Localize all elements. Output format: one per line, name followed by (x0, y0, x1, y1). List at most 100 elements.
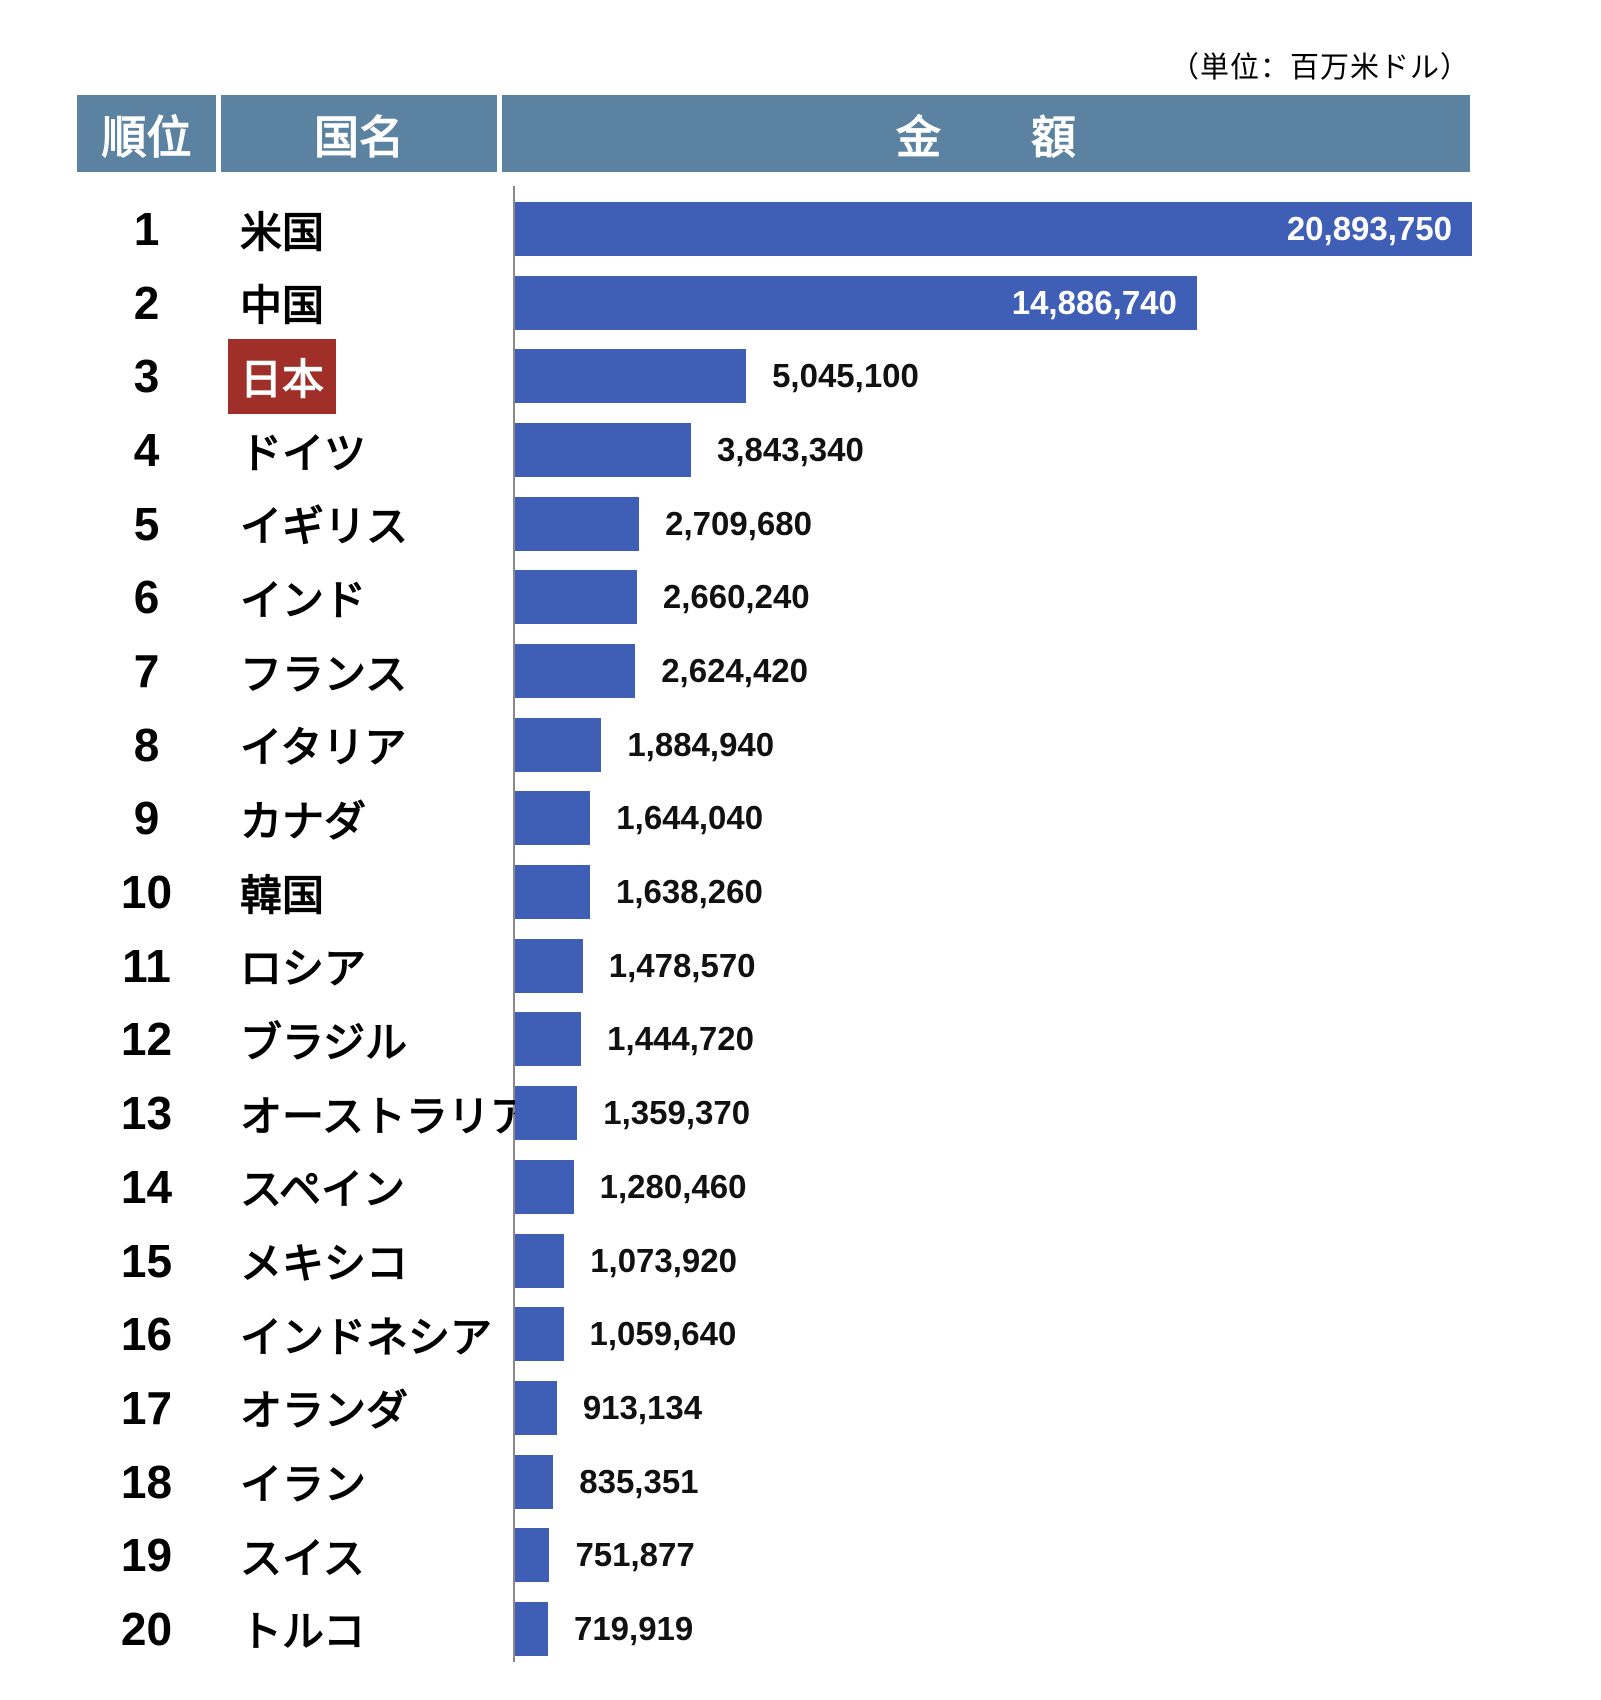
bar-value-label-outside: 719,919 (573, 1609, 694, 1647)
rank-cell: 14 (120, 1160, 173, 1213)
rank-cell: 17 (120, 1381, 173, 1434)
bar-value-label-outside: 1,644,040 (616, 799, 764, 837)
value-bar (515, 570, 637, 625)
bar-value-label-outside: 1,280,460 (599, 1167, 747, 1205)
country-name: カナダ (240, 797, 367, 845)
country-name: インド (240, 576, 367, 624)
table-row: 6 インド 2,660,240 (0, 560, 1601, 634)
table-row: 9 カナダ 1,644,040 (0, 781, 1601, 855)
country-cell: オランダ (228, 1371, 518, 1445)
table-row: 10 韓国 1,638,260 (0, 855, 1601, 929)
rank-cell: 2 (133, 276, 160, 329)
table-row: 17 オランダ 913,134 (0, 1371, 1601, 1445)
header-rank: 順位 (77, 95, 216, 172)
header-amount: 金 額 (502, 95, 1470, 172)
table-row: 2 中国 14,886,740 (0, 266, 1601, 340)
country-cell: フランス (228, 634, 518, 708)
rank-cell: 12 (120, 1013, 173, 1066)
country-name: 米国 (240, 208, 325, 256)
value-bar (515, 1233, 565, 1288)
bar-value-label-outside: 5,045,100 (772, 357, 919, 395)
bar-value-label-outside: 835,351 (579, 1462, 699, 1500)
country-cell: イタリア (228, 708, 518, 782)
bar-value-label-outside: 1,478,570 (608, 946, 756, 984)
country-cell: 中国 (228, 266, 518, 340)
header-country: 国名 (221, 95, 497, 172)
country-name: スペイン (240, 1166, 406, 1214)
rank-cell: 18 (120, 1455, 173, 1508)
country-cell: オーストラリア (228, 1076, 532, 1150)
value-bar (515, 1528, 550, 1583)
value-bar (515, 644, 636, 699)
rank-cell: 15 (120, 1234, 173, 1287)
country-name: 日本 (228, 338, 337, 414)
rank-cell: 16 (120, 1308, 173, 1361)
bar-value-label-outside: 1,638,260 (616, 873, 763, 911)
value-bar (515, 1012, 582, 1067)
rank-cell: 1 (133, 203, 160, 255)
axis-baseline (513, 186, 515, 1662)
country-cell: スイス (228, 1518, 518, 1592)
table-row: 4 ドイツ 3,843,340 (0, 413, 1601, 487)
table-row: 15 メキシコ 1,073,920 (0, 1224, 1601, 1298)
country-cell: インド (228, 560, 518, 634)
country-name: トルコ (240, 1608, 366, 1656)
value-bar (515, 423, 691, 478)
bar-value-label-outside: 1,059,640 (589, 1315, 737, 1353)
rank-cell: 10 (120, 866, 173, 919)
table-row: 16 インドネシア 1,059,640 (0, 1297, 1601, 1371)
rank-cell: 3 (133, 350, 160, 403)
value-bar (515, 717, 602, 772)
table-row: 5 イギリス 2,709,680 (0, 487, 1601, 561)
bar-value-label-outside: 2,709,680 (665, 504, 812, 542)
table-header: 順位 国名 金 額 (77, 95, 1470, 172)
bar-value-label-outside: 1,073,920 (590, 1241, 737, 1279)
country-cell: ロシア (228, 929, 518, 1003)
country-cell: イギリス (228, 487, 518, 561)
rank-cell: 11 (122, 939, 171, 992)
bar-value-label-outside: 3,843,340 (717, 431, 864, 469)
country-name: イギリス (240, 503, 409, 551)
bar-value-label-outside: 1,444,720 (607, 1020, 754, 1058)
country-cell: ブラジル (228, 1002, 518, 1076)
value-bar (515, 1380, 557, 1435)
bar-value-label-outside: 913,134 (582, 1388, 703, 1426)
country-name: ロシア (240, 945, 367, 993)
rank-cell: 8 (133, 718, 160, 771)
country-cell: スペイン (228, 1150, 518, 1224)
country-cell: ドイツ (228, 413, 518, 487)
table-row: 12 ブラジル 1,444,720 (0, 1002, 1601, 1076)
value-bar: 14,886,740 (515, 275, 1197, 330)
country-name: オーストラリア (240, 1092, 532, 1140)
table-row: 8 イタリア 1,884,940 (0, 708, 1601, 782)
country-name: 韓国 (240, 871, 325, 919)
country-name: オランダ (240, 1387, 409, 1435)
value-bar (515, 1086, 578, 1141)
table-row: 18 イラン 835,351 (0, 1445, 1601, 1519)
country-cell: イラン (228, 1445, 518, 1519)
bar-value-label-outside: 1,359,370 (603, 1094, 751, 1132)
unit-note: （単位：百万米ドル） (1169, 52, 1470, 84)
rank-cell: 6 (133, 571, 160, 624)
value-bar (515, 1159, 574, 1214)
country-name: イタリア (240, 724, 407, 772)
bar-value-label-outside: 751,877 (575, 1536, 695, 1574)
country-cell: トルコ (228, 1592, 518, 1666)
rank-cell: 13 (120, 1087, 173, 1140)
country-cell: 米国 (228, 192, 518, 266)
table-row: 19 スイス 751,877 (0, 1518, 1601, 1592)
country-name: 中国 (240, 282, 325, 330)
value-bar (515, 1454, 554, 1509)
table-row: 7 フランス 2,624,420 (0, 634, 1601, 708)
rank-cell: 20 (120, 1602, 173, 1655)
value-bar (515, 1601, 548, 1656)
value-bar (515, 496, 640, 551)
table-row: 13 オーストラリア 1,359,370 (0, 1076, 1601, 1150)
value-bar (515, 1307, 564, 1362)
table-row: 14 スペイン 1,280,460 (0, 1150, 1601, 1224)
country-cell: 韓国 (228, 855, 518, 929)
rank-cell: 19 (120, 1529, 173, 1582)
bar-value-label-inside: 14,886,740 (1011, 283, 1177, 321)
country-cell: 日本 (228, 338, 518, 414)
country-name: インドネシア (240, 1313, 493, 1361)
